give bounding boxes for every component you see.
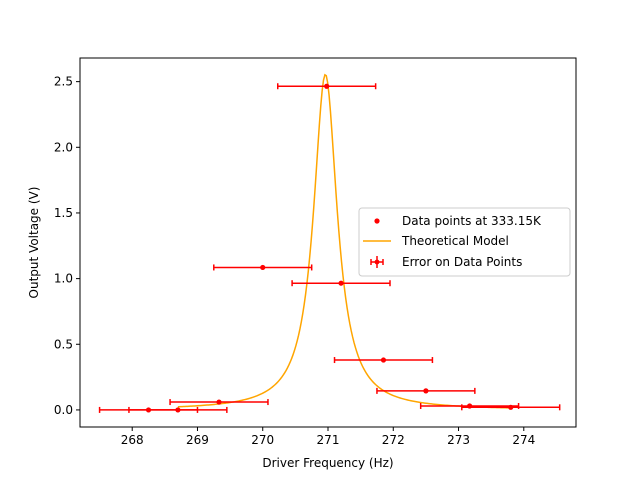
x-tick-label: 272 [382, 433, 405, 447]
data-point [467, 403, 473, 409]
y-tick-label: 0.5 [54, 337, 73, 351]
plot-area [79, 57, 577, 428]
data-point [324, 83, 330, 89]
y-axis-label: Output Voltage (V) [27, 187, 41, 299]
x-tick-label: 271 [317, 433, 340, 447]
x-tick-label: 273 [447, 433, 470, 447]
data-point [175, 407, 181, 413]
data-point [423, 388, 429, 394]
data-point [508, 404, 514, 410]
y-tick-label: 1.0 [54, 272, 73, 286]
y-tick-label: 1.5 [54, 206, 73, 220]
y-tick-label: 2.5 [54, 75, 73, 89]
x-axis-label: Driver Frequency (Hz) [262, 456, 393, 470]
x-tick-label: 269 [186, 433, 209, 447]
legend-error-symbol [370, 256, 384, 268]
x-tick-label: 274 [512, 433, 535, 447]
legend-box [358, 207, 571, 277]
data-point [216, 399, 222, 405]
y-tick-label: 2.0 [54, 140, 73, 154]
x-tick-label: 270 [251, 433, 274, 447]
y-axis-ticks: 0.0 0.5 1.0 1.5 2.0 2.5 [54, 75, 80, 417]
y-tick-label: 0.0 [54, 403, 73, 417]
x-axis-ticks: 268 269 270 271 272 273 274 [121, 427, 535, 447]
data-point [145, 407, 152, 413]
data-point [380, 357, 387, 363]
x-tick-label: 268 [121, 433, 144, 447]
data-point [260, 264, 266, 271]
legend-label: Error on Data Points [402, 255, 522, 269]
legend-data-marker [374, 218, 380, 224]
legend-error-dot [374, 259, 380, 265]
legend-label: Data points at 333.15K [402, 214, 542, 228]
legend: Data points at 333.15K Theoretical Model E… [358, 207, 571, 277]
data-point [338, 280, 344, 286]
legend-label: Theoretical Model [401, 234, 509, 248]
